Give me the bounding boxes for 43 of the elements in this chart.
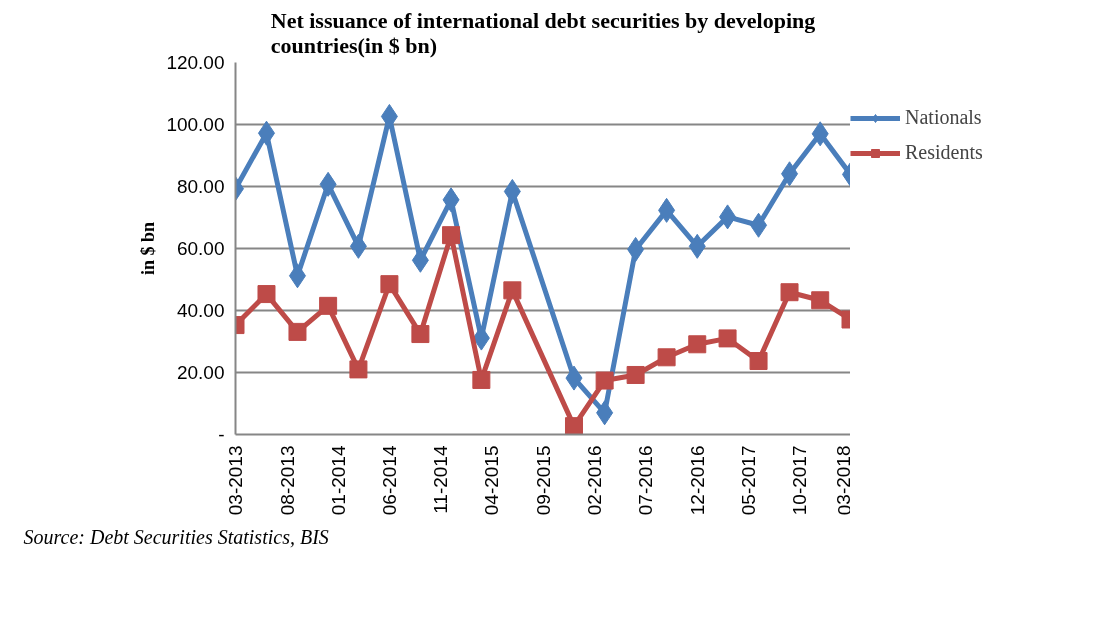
chart-title: Net issuance of international debt securities by developing countries(in $ bn) — [270, 7, 816, 58]
legend-label: Residents — [905, 141, 983, 164]
y-tick-label: 80.00 — [176, 176, 225, 197]
point — [319, 296, 338, 315]
point — [349, 360, 368, 379]
point — [411, 325, 430, 344]
x-tick-label: 03-2018 — [833, 445, 855, 516]
y-tick-label: 120.00 — [166, 52, 225, 73]
point — [257, 285, 276, 304]
x-tick-label: 09-2015 — [532, 445, 554, 516]
x-tick-label: 02-2016 — [584, 445, 606, 516]
y-tick-label: 100.00 — [166, 114, 225, 135]
x-tick-label: 11-2014 — [430, 445, 452, 514]
x-tick-label: 10-2017 — [789, 445, 811, 516]
x-tick-label: 03-2013 — [225, 445, 246, 516]
point — [472, 370, 491, 389]
point — [688, 335, 707, 354]
point — [380, 275, 399, 294]
source-note: Source: Debt Securities Statistics, BIS — [23, 525, 329, 548]
x-tick-label: 01-2014 — [328, 445, 350, 516]
x-tick-label: 07-2016 — [635, 445, 657, 516]
point — [780, 283, 799, 302]
y-tick-label: 20.00 — [176, 362, 225, 383]
point — [626, 365, 645, 384]
point — [288, 322, 307, 341]
point — [718, 329, 737, 348]
x-tick-label: 06-2014 — [378, 445, 400, 516]
point — [442, 226, 461, 245]
point — [657, 348, 676, 367]
point — [595, 371, 614, 390]
x-tick-label: 04-2015 — [481, 445, 503, 516]
y-axis-title: in $ bn — [138, 221, 159, 276]
point — [564, 417, 583, 435]
x-tick-label: 05-2017 — [737, 445, 759, 516]
x-tick-label: 12-2016 — [686, 445, 708, 516]
y-tick-label: 40.00 — [176, 300, 225, 321]
y-tick-label: 60.00 — [176, 238, 225, 259]
point — [811, 291, 830, 310]
point — [749, 352, 768, 371]
y-tick-label: - — [218, 424, 225, 445]
point — [503, 281, 522, 300]
legend-label: Nationals — [905, 106, 982, 129]
x-tick-label: 08-2013 — [276, 445, 298, 516]
